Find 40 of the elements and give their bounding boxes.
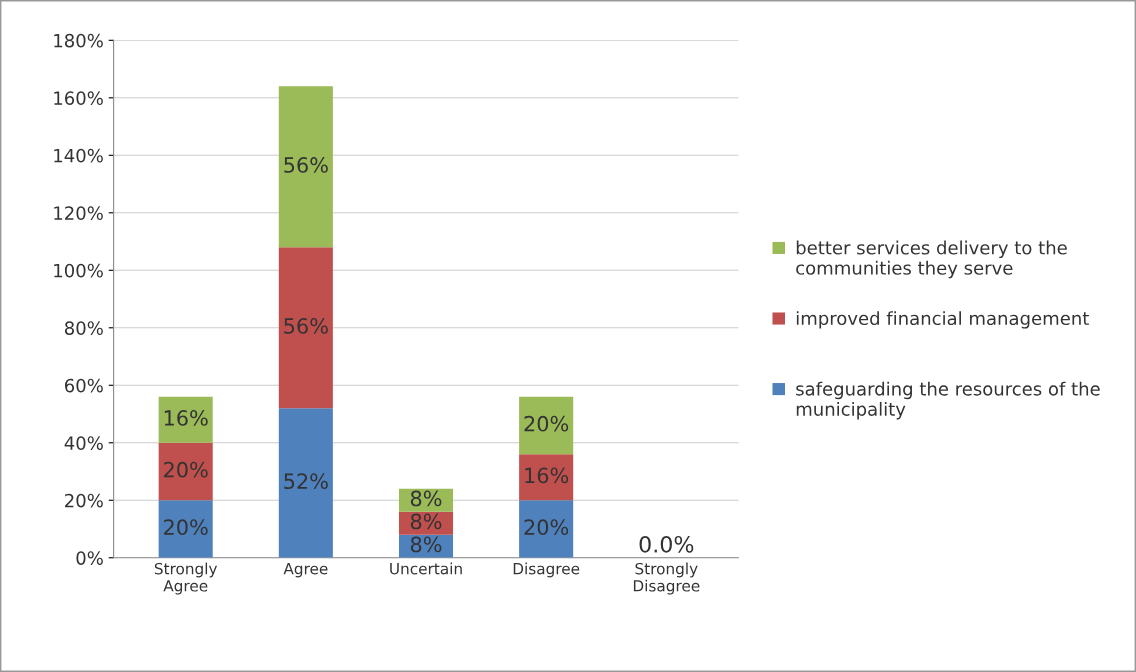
legend-label: safeguarding the resources of the municipality xyxy=(796,381,1100,420)
data-label: 52% xyxy=(284,473,328,490)
y-tick-label: 100% xyxy=(54,263,103,278)
data-label: 56% xyxy=(284,157,328,173)
data-label: 20% xyxy=(164,519,208,536)
y-tick-label: 80% xyxy=(64,321,103,335)
y-tick-label: 180% xyxy=(54,33,103,48)
data-label: 16% xyxy=(525,467,569,484)
data-label: 0.0% xyxy=(639,535,694,553)
data-label: 8% xyxy=(410,513,442,530)
data-label: 8% xyxy=(410,536,442,553)
x-tick-label: Strongly Agree xyxy=(154,562,218,595)
y-tick-label: 120% xyxy=(54,206,103,220)
bar xyxy=(278,408,333,558)
y-tick-label: 20% xyxy=(65,493,103,508)
legend-label: better services delivery to the communities they serve xyxy=(796,240,1067,279)
data-label: 20% xyxy=(524,519,569,536)
x-tick-label: Agree xyxy=(283,563,328,578)
bar xyxy=(158,500,213,558)
bar xyxy=(158,442,213,501)
bar xyxy=(519,500,574,558)
data-label: 20% xyxy=(524,415,569,432)
bar xyxy=(278,247,333,409)
bar xyxy=(519,396,574,455)
data-label: 56% xyxy=(284,318,328,334)
bar xyxy=(158,396,213,443)
data-label: 8% xyxy=(410,490,442,507)
legend-label: improved financial management xyxy=(796,311,1089,329)
x-tick-label: Uncertain xyxy=(390,562,462,575)
y-tick-label: 0% xyxy=(76,551,103,565)
data-label: 16% xyxy=(164,410,208,426)
bar xyxy=(519,454,574,501)
data-label: 20% xyxy=(164,461,208,478)
y-tick-label: 160% xyxy=(54,91,103,105)
x-tick-label: Strongly Disagree xyxy=(633,562,700,595)
y-tick-label: 140% xyxy=(54,148,103,163)
y-tick-label: 40% xyxy=(64,436,103,450)
x-tick-label: Disagree xyxy=(513,562,580,578)
bar xyxy=(278,86,333,248)
y-tick-label: 60% xyxy=(65,378,103,393)
